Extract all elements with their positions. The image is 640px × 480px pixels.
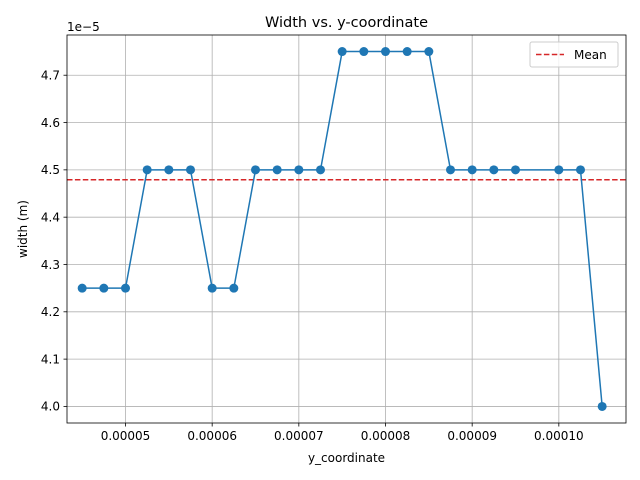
data-point bbox=[511, 165, 520, 175]
data-point bbox=[467, 165, 477, 175]
data-point bbox=[316, 165, 325, 175]
series-layer bbox=[77, 47, 607, 411]
data-point bbox=[121, 283, 130, 293]
data-point bbox=[164, 165, 174, 175]
legend-mean-label: Mean bbox=[574, 48, 607, 62]
data-point bbox=[77, 283, 87, 293]
x-tick-label: 0.00007 bbox=[274, 429, 324, 443]
x-tick-label: 0.00005 bbox=[101, 429, 151, 443]
data-point bbox=[186, 165, 195, 175]
data-point bbox=[597, 401, 607, 411]
plot-frame bbox=[66, 34, 627, 424]
y-tick-label: 4.4 bbox=[41, 210, 60, 224]
chart-title: Width vs. y-coordinate bbox=[265, 15, 428, 31]
y-axis-label: width (m) bbox=[16, 200, 30, 258]
data-point bbox=[142, 165, 152, 175]
data-point bbox=[251, 165, 260, 175]
y-tick-label: 4.2 bbox=[41, 305, 60, 319]
y-tick-label: 4.3 bbox=[41, 258, 60, 272]
legend-box bbox=[529, 41, 619, 68]
ticks: 0.00005 0.00006 0.00007 0.00008 0.00009 0.000… bbox=[41, 69, 584, 443]
y-tick-label: 4.7 bbox=[41, 69, 60, 83]
data-point bbox=[99, 283, 109, 293]
data-point bbox=[207, 283, 217, 293]
y-tick-label: 4.6 bbox=[41, 116, 60, 130]
data-point bbox=[359, 47, 369, 57]
data-point bbox=[337, 47, 347, 57]
y-axis-offset-label: 1e−5 bbox=[67, 20, 100, 34]
legend: Mean bbox=[529, 41, 619, 68]
data-point bbox=[381, 47, 390, 57]
data-point bbox=[272, 165, 282, 175]
data-point bbox=[446, 165, 455, 175]
data-point bbox=[554, 165, 564, 175]
x-tick-label: 0.00009 bbox=[447, 429, 497, 443]
data-point bbox=[576, 165, 585, 175]
data-point bbox=[402, 47, 412, 57]
x-tick-label: 0.00008 bbox=[361, 429, 411, 443]
data-point bbox=[294, 165, 304, 175]
data-point bbox=[489, 165, 499, 175]
y-tick-label: 4.1 bbox=[41, 352, 60, 366]
data-point bbox=[229, 283, 239, 293]
y-tick-label: 4.5 bbox=[41, 163, 60, 177]
y-tick-label: 4.0 bbox=[41, 400, 60, 414]
x-tick-label: 0.00006 bbox=[187, 429, 237, 443]
data-point bbox=[424, 47, 434, 57]
x-axis-label: y_coordinate bbox=[308, 451, 385, 465]
x-tick-label: 0.00010 bbox=[534, 429, 584, 443]
